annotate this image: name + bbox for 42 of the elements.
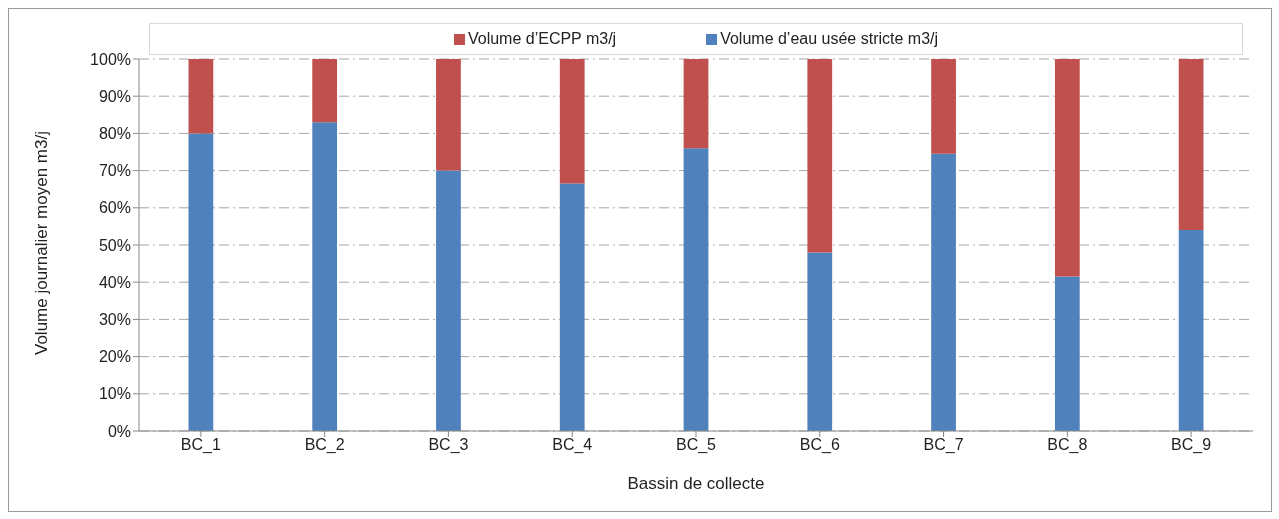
x-tick-label: BC_2: [304, 436, 345, 455]
y-axis-title: Volume journalier moyen m3/j: [32, 131, 52, 355]
bar: [312, 59, 338, 123]
y-tick-label: 90%: [98, 87, 131, 105]
legend-label: Volume d’ECPP m3/j: [466, 30, 617, 48]
y-tick-label: 20%: [98, 348, 131, 366]
bar: [1178, 230, 1204, 431]
bar: [188, 133, 214, 431]
bar: [188, 59, 214, 134]
x-tick-label: BC_1: [180, 436, 221, 455]
bar: [1178, 59, 1204, 231]
bar: [931, 59, 956, 154]
bar: [559, 183, 585, 431]
x-tick-label: BC_9: [1171, 436, 1212, 455]
x-tick-label: BC_4: [552, 436, 593, 455]
bar: [1054, 59, 1080, 277]
bar: [1054, 276, 1080, 431]
y-tick-label: 100%: [90, 50, 131, 68]
y-tick-label: 40%: [98, 273, 131, 291]
bar: [807, 59, 833, 253]
bar: [683, 59, 709, 149]
x-tick-label: BC_5: [675, 436, 717, 455]
y-tick-label: 50%: [98, 236, 131, 254]
x-axis-title: Bassin de collecte: [627, 474, 765, 493]
bar: [807, 252, 833, 431]
bar: [931, 153, 956, 431]
x-tick-label: BC_8: [1047, 436, 1088, 455]
y-tick-label: 30%: [98, 311, 131, 329]
bar: [559, 59, 585, 184]
y-tick-label: 80%: [98, 125, 131, 143]
x-tick-label: BC_6: [799, 436, 840, 455]
bar: [436, 59, 461, 171]
legend-label: Volume d’eau usée stricte m3/j: [719, 30, 939, 48]
bar: [683, 148, 709, 431]
bar: [436, 170, 461, 431]
x-tick-label: BC_7: [923, 436, 964, 455]
x-tick-label: BC_3: [428, 436, 469, 455]
bar: [312, 122, 338, 431]
y-tick-label: 70%: [98, 162, 131, 180]
y-tick-label: 10%: [98, 385, 131, 403]
y-tick-label: 0%: [107, 422, 131, 440]
y-tick-label: 60%: [98, 199, 131, 217]
